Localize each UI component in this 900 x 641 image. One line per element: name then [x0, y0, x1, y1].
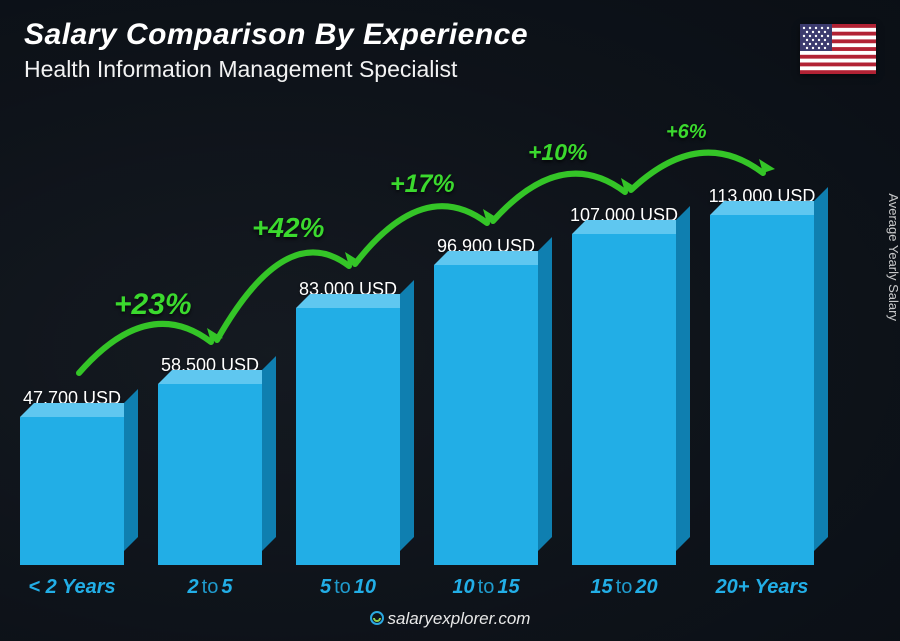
country-flag-icon: [800, 24, 876, 74]
percent-increase-label: +6%: [666, 121, 707, 144]
bar-chart: 47,700 USD< 2 Years58,500 USD2to583,000 …: [20, 130, 854, 565]
y-axis-label: Average Yearly Salary: [887, 193, 900, 321]
chart-title: Salary Comparison By Experience: [24, 18, 528, 52]
category-label: 5to10: [320, 576, 376, 599]
infographic-stage: Salary Comparison By Experience Health I…: [0, 0, 900, 641]
category-label: 2to5: [188, 576, 233, 599]
footer-text: salaryexplorer.com: [388, 609, 531, 628]
chart-subtitle: Health Information Management Specialist: [24, 56, 528, 83]
category-label: 15to20: [590, 576, 657, 599]
category-label: 10to15: [452, 576, 519, 599]
category-label: 20+ Years: [716, 576, 809, 599]
category-label: < 2 Years: [28, 576, 115, 599]
logo-icon: [370, 611, 384, 625]
increase-arc-icon: [20, 130, 854, 565]
footer-attribution: salaryexplorer.com: [0, 609, 900, 629]
title-block: Salary Comparison By Experience Health I…: [24, 18, 528, 83]
